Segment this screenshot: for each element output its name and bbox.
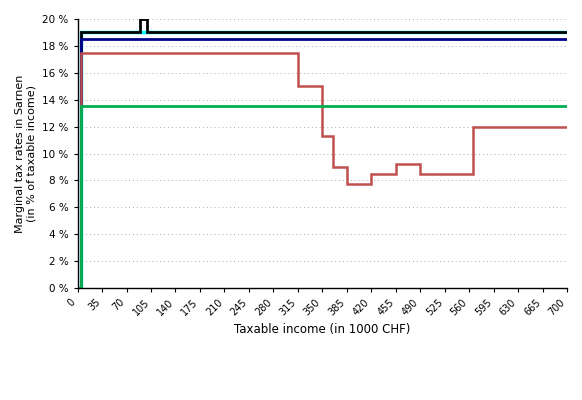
2001 [563, 30, 570, 35]
2006 [417, 162, 424, 167]
2008 [74, 286, 81, 290]
1995/96 [74, 286, 81, 290]
2001 [137, 30, 144, 35]
2006 [417, 171, 424, 176]
2006 [77, 50, 84, 55]
2006 [563, 124, 570, 129]
1995/96 [563, 30, 570, 35]
X-axis label: Taxable income (in 1000 CHF): Taxable income (in 1000 CHF) [234, 323, 410, 336]
2006 [77, 286, 84, 290]
1995/96 [77, 286, 84, 290]
Line: 2006: 2006 [77, 53, 567, 288]
2006 [392, 162, 399, 167]
2008 [563, 104, 570, 109]
2006 [329, 164, 336, 169]
2001 [77, 286, 84, 290]
2006 [343, 164, 350, 169]
2006 [319, 134, 326, 138]
2003 [77, 37, 84, 42]
Y-axis label: Marginal tax rates in Sarnen
(in % of taxable income): Marginal tax rates in Sarnen (in % of ta… [15, 74, 37, 233]
2006 [368, 182, 375, 187]
2001 [74, 286, 81, 290]
2006 [319, 84, 326, 89]
Line: 2008: 2008 [77, 106, 567, 288]
2003 [77, 286, 84, 290]
2001 [77, 30, 84, 35]
2008 [77, 104, 84, 109]
2006 [294, 84, 301, 89]
Line: 2003: 2003 [77, 39, 567, 288]
2006 [74, 286, 81, 290]
Line: 1995/96: 1995/96 [77, 32, 567, 288]
2006 [469, 171, 476, 176]
2008 [77, 286, 84, 290]
2006 [329, 134, 336, 138]
2001 [144, 16, 151, 21]
1995/96 [77, 30, 84, 35]
Line: 2001: 2001 [77, 19, 567, 288]
2003 [74, 286, 81, 290]
2001 [137, 16, 144, 21]
2003 [563, 37, 570, 42]
2006 [368, 171, 375, 176]
2006 [343, 182, 350, 187]
2001 [144, 30, 151, 35]
2006 [294, 50, 301, 55]
2006 [392, 171, 399, 176]
2006 [469, 124, 476, 129]
